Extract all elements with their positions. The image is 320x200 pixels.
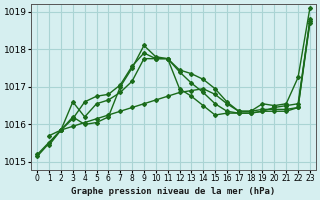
X-axis label: Graphe pression niveau de la mer (hPa): Graphe pression niveau de la mer (hPa)	[71, 187, 276, 196]
